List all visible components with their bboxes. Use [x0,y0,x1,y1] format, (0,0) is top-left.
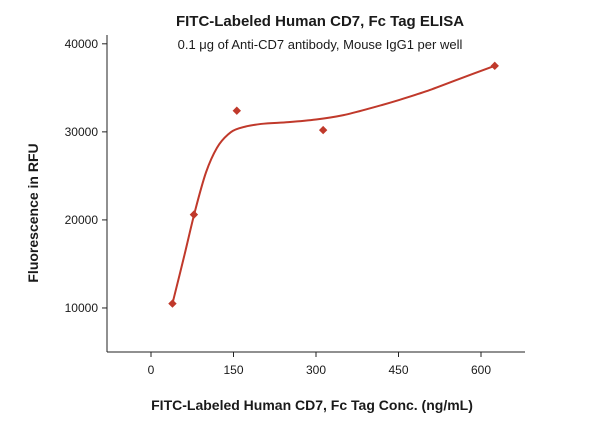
chart-title: FITC-Labeled Human CD7, Fc Tag ELISA [176,13,464,30]
x-axis-label: FITC-Labeled Human CD7, Fc Tag Conc. (ng… [151,397,473,413]
x-tick-label: 600 [471,363,491,377]
y-tick-label: 30000 [65,125,99,139]
x-ticks: 0 150 300 450 600 [148,352,491,377]
y-tick-label: 20000 [65,213,99,227]
data-points [168,61,499,308]
data-point-4 [318,125,328,135]
data-point-2 [189,210,199,219]
data-point-1 [168,299,177,308]
x-tick-label: 450 [388,363,408,377]
data-point-3 [232,106,241,115]
chart-subtitle: 0.1 μg of Anti-CD7 antibody, Mouse IgG1 … [178,37,463,52]
y-tick-label: 40000 [65,37,99,51]
y-axis-label: Fluorescence in RFU [25,143,41,282]
x-tick-label: 150 [223,363,243,377]
x-tick-label: 300 [306,363,326,377]
data-point-5 [490,61,499,71]
y-ticks: 10000 20000 30000 40000 [65,37,107,315]
x-tick-label: 0 [148,363,155,377]
y-tick-label: 10000 [65,301,99,315]
fit-curve [171,64,496,304]
